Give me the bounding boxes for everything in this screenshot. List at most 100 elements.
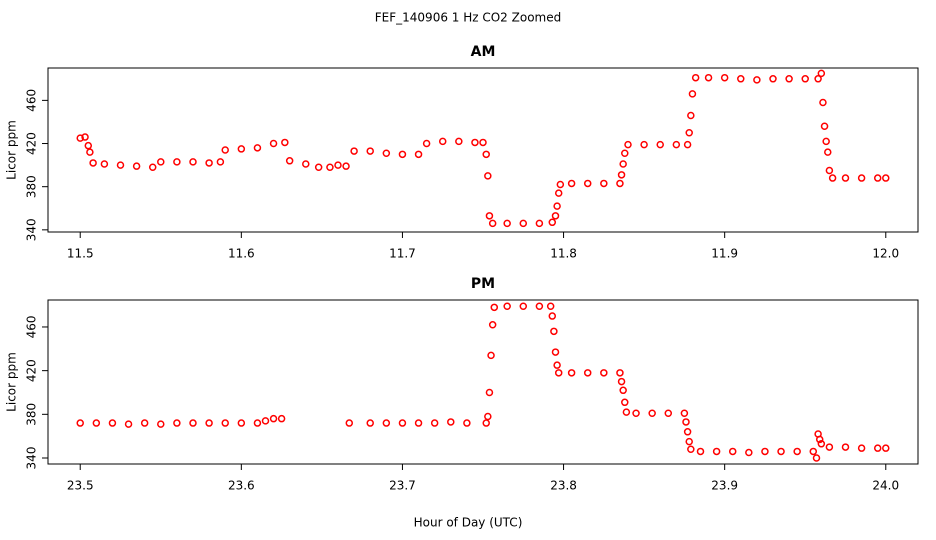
data-point [334,161,342,169]
y-tick-label: 460 [25,316,39,339]
x-tick-label: 24.0 [872,479,899,493]
x-tick-label: 11.5 [67,247,94,261]
data-point [619,160,627,168]
data-point [682,418,690,426]
data-point [487,351,495,360]
x-tick-label: 11.6 [228,247,255,261]
data-point [664,409,673,417]
data-point [382,419,391,427]
data-point [488,219,497,228]
data-point [632,409,640,417]
data-point [100,160,109,168]
data-point [173,419,181,427]
data-point [617,171,626,179]
data-point [825,166,834,175]
data-point [350,147,358,155]
data-point [814,75,822,83]
data-point [691,73,700,82]
data-point [683,428,692,436]
data-point [455,137,463,146]
data-point [553,202,561,210]
data-point [422,139,431,148]
data-point [189,158,197,166]
data-point [616,369,624,377]
data-point [583,179,592,188]
data-point [485,212,494,220]
data-point [621,398,629,407]
data-point [785,75,793,83]
data-point [550,327,558,336]
x-tick-label: 23.9 [711,479,738,493]
data-point [108,419,117,427]
data-point [687,111,695,120]
data-point [819,98,827,107]
data-point [624,140,632,149]
y-tick-label: 340 [25,218,39,241]
data-point [841,443,850,451]
data-point [600,179,608,188]
data-point [277,414,286,423]
data-point [535,302,544,310]
data-point [548,312,557,320]
data-point [817,69,826,78]
data-point [253,144,262,152]
data-point [157,420,165,428]
data-point [745,448,753,457]
data-point [841,174,850,182]
data-point [777,447,785,456]
data-point [685,437,693,446]
data-point [342,162,350,170]
data-point [696,447,705,456]
y-tick-label: 420 [25,132,39,155]
data-point [132,162,141,170]
data-point [656,140,664,149]
data-point [873,444,882,452]
data-point [86,148,94,156]
data-point [824,148,832,156]
data-point [687,445,695,454]
data-point [205,419,213,427]
data-point [822,137,830,146]
data-point [737,75,745,83]
data-point [825,443,834,451]
data-point [485,388,494,397]
data-point [640,140,648,149]
data-point [89,159,97,167]
data-point [857,174,866,182]
data-point [314,163,323,172]
y-tick-label: 380 [25,175,39,198]
data-point [817,440,826,448]
data-point [221,419,229,427]
x-tick-label: 12.0 [872,247,899,261]
data-point [447,418,455,426]
data-point [253,419,262,427]
data-point [793,447,801,456]
data-point [205,159,213,167]
data-point [503,219,511,228]
x-tick-label: 23.6 [228,479,255,493]
data-point [490,303,499,312]
data-point [583,369,592,377]
data-point [140,419,149,427]
data-point [116,161,125,169]
data-point [621,149,629,157]
panel-title: AM [471,44,496,60]
data-point [281,138,289,147]
panel-title: PM [471,276,495,292]
data-point [398,150,407,159]
data-point [548,218,557,227]
data-point [488,321,497,329]
data-point [414,150,423,159]
x-tick-label: 11.9 [711,247,738,261]
data-point [398,419,407,427]
data-point [479,138,487,147]
data-point [173,158,181,166]
data-point [809,447,818,456]
data-point [484,412,492,421]
data-point [285,157,294,165]
data-point [366,419,374,427]
y-axis-label: Licor ppm [5,120,19,180]
plot-frame [47,299,919,465]
data-point [616,179,624,188]
